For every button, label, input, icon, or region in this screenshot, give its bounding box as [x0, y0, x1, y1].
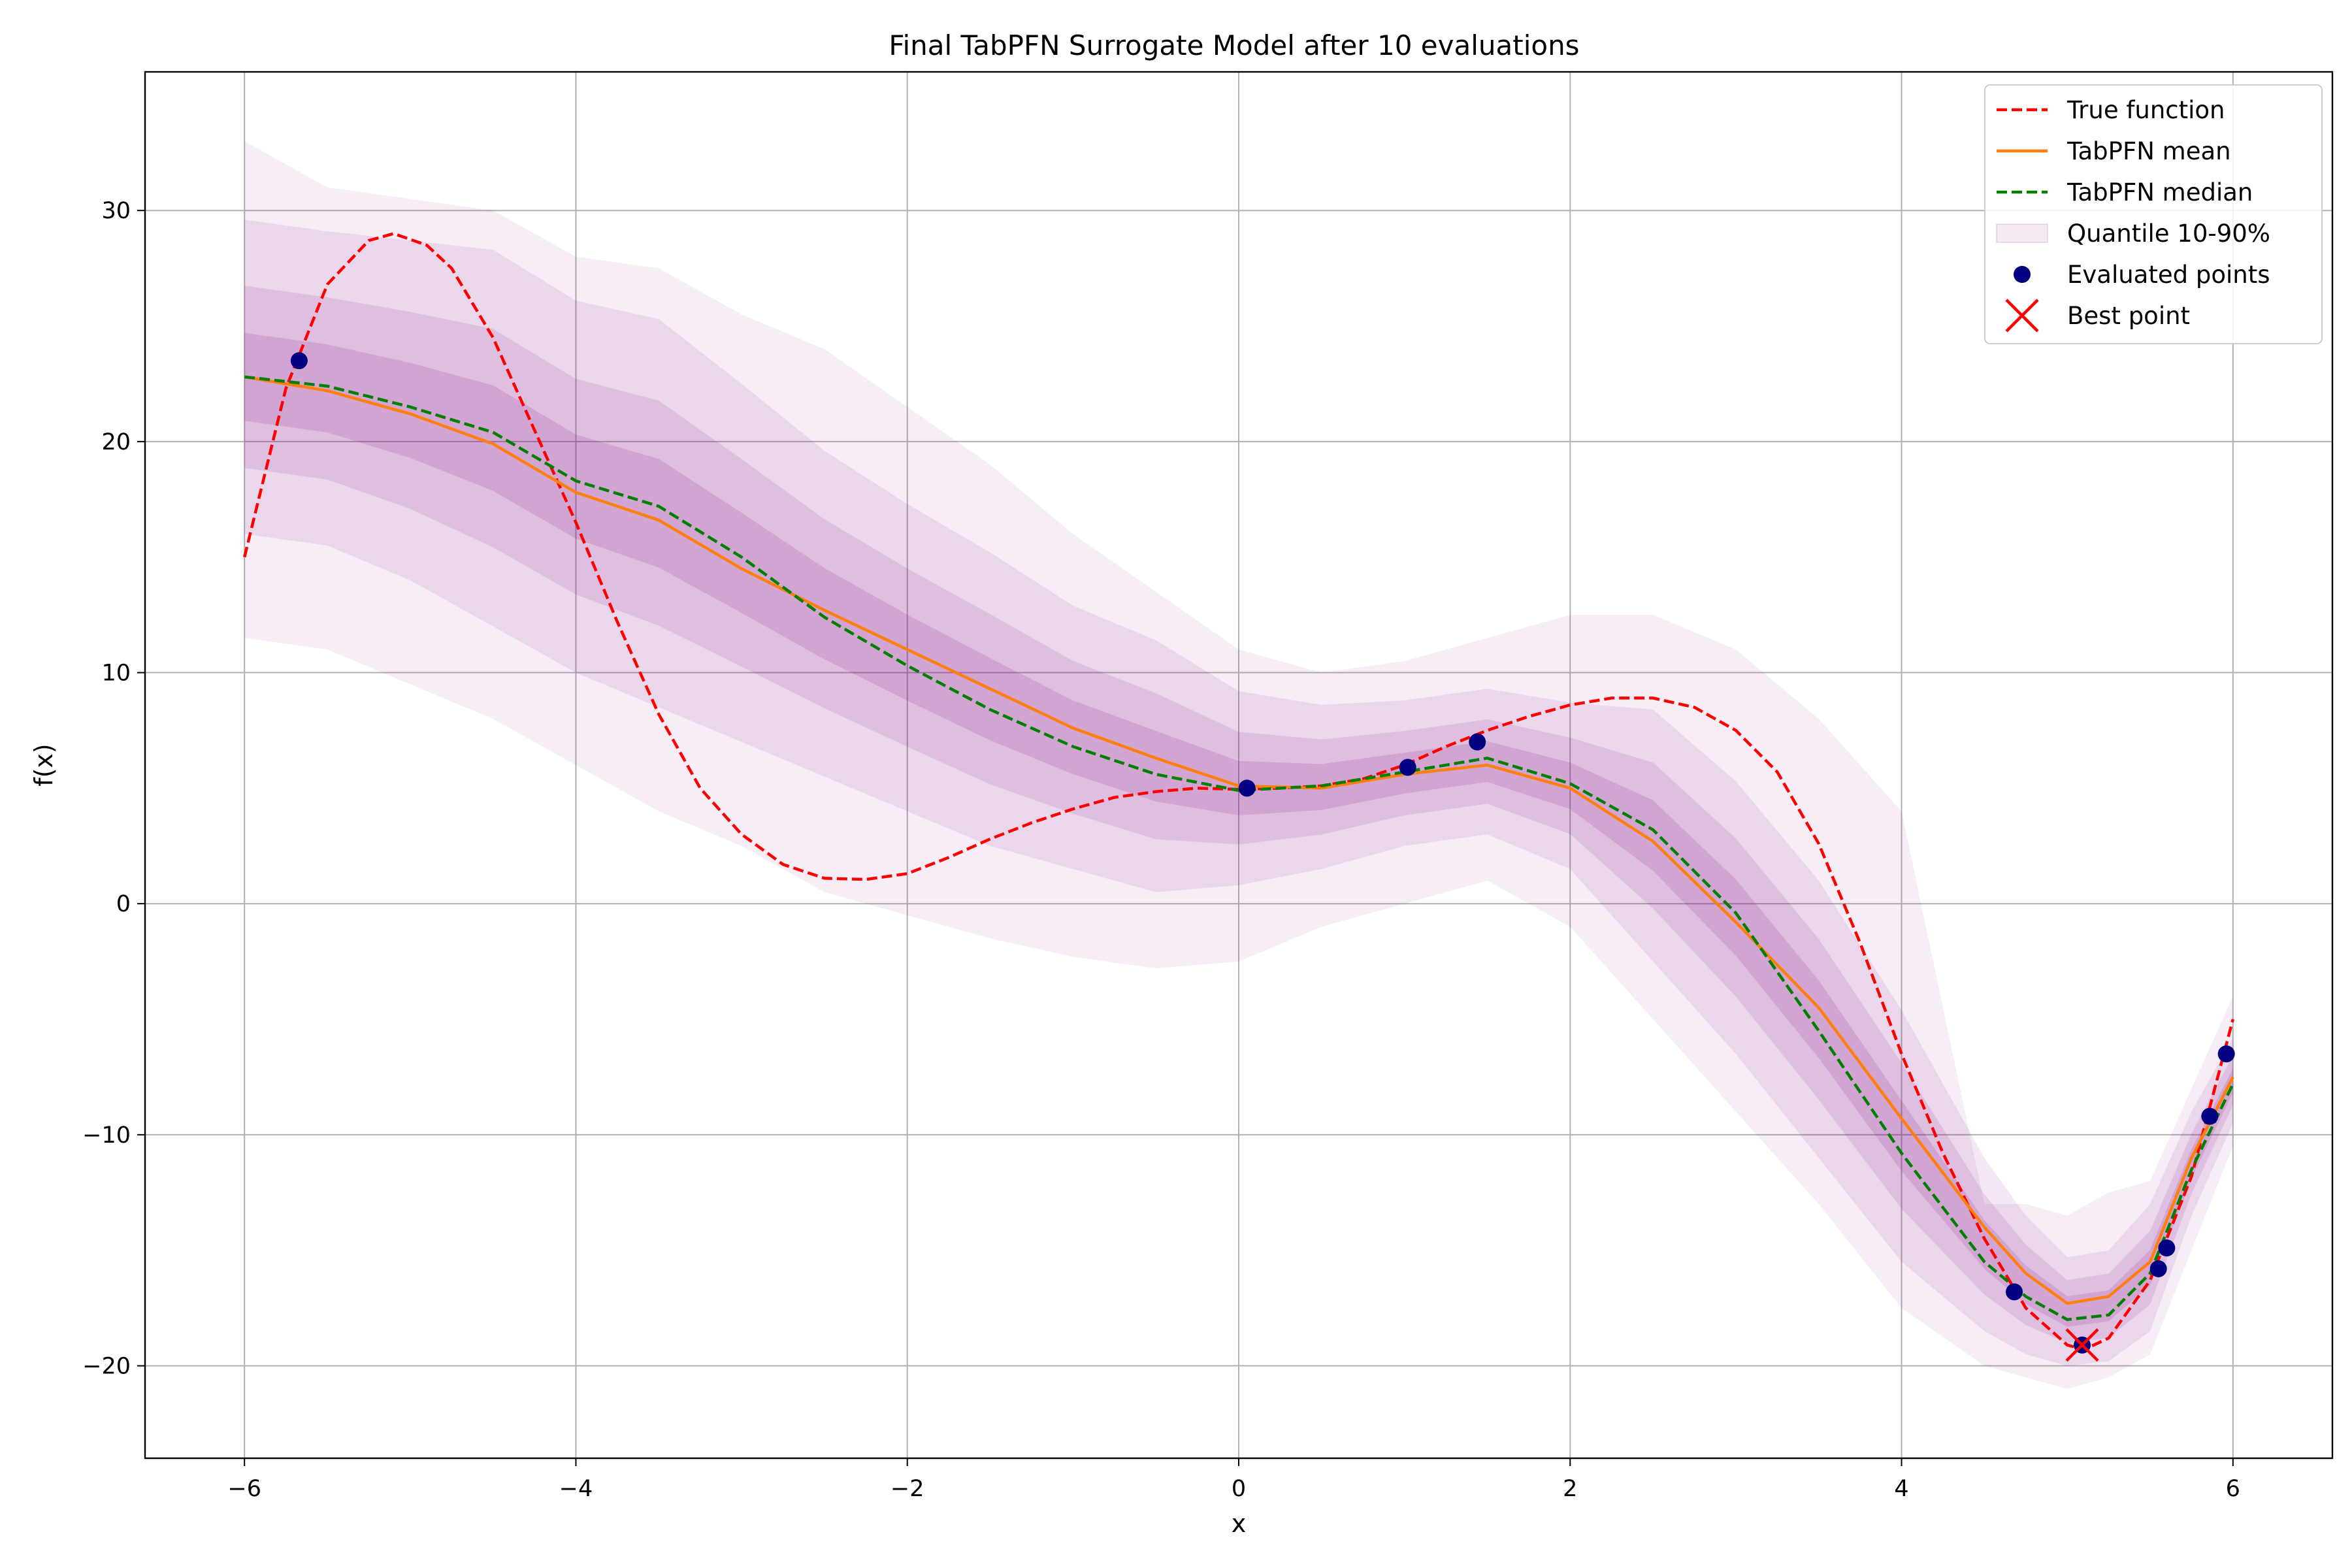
- quantile-band: [244, 141, 2233, 1389]
- legend: True function TabPFN mean TabPFN median Qua…: [1984, 84, 2323, 344]
- x-tick-label: −4: [559, 1476, 593, 1502]
- y-tick-label: 30: [101, 198, 131, 224]
- x-tick-label: 2: [1563, 1476, 1577, 1502]
- evaluated-point: [2149, 1260, 2167, 1277]
- tabpfn-median-line: [244, 375, 2234, 1322]
- true-function-line: [242, 232, 2234, 1352]
- quantile-band: [244, 220, 2233, 1366]
- tabpfn-mean-line: [244, 375, 2234, 1305]
- x-tick-label: 0: [1232, 1476, 1246, 1502]
- evaluated-point: [2217, 1045, 2235, 1063]
- x-axis-ticks: −6 −4 −2 0 2 4 6: [227, 1458, 2240, 1502]
- quantile-bands: [244, 141, 2233, 1389]
- best-point-x-stroke: [2065, 1328, 2099, 1362]
- legend-handle: [1996, 223, 2048, 243]
- legend-box: [1984, 84, 2323, 344]
- x-axis-label: x: [1232, 1509, 1247, 1538]
- evaluated-point: [1469, 733, 1486, 751]
- evaluated-point: [1238, 779, 1256, 797]
- evaluated-point: [1399, 759, 1416, 776]
- y-tick-label: 10: [101, 661, 131, 687]
- x-tick-label: 6: [2226, 1476, 2240, 1502]
- x-tick-label: 4: [1894, 1476, 1908, 1502]
- evaluated-point: [2006, 1283, 2023, 1301]
- y-axis-label: f(x): [29, 743, 58, 787]
- x-tick-label: −6: [227, 1476, 261, 1502]
- quantile-band: [244, 286, 2233, 1343]
- y-axis-ticks: −20 −10 0 10 20 30: [82, 198, 145, 1380]
- best-point-marker: [2065, 1328, 2099, 1362]
- legend-label: Quantile 10-90%: [2067, 220, 2270, 248]
- evaluated-point: [2201, 1107, 2219, 1125]
- y-tick-label: 0: [116, 891, 131, 917]
- series-lines: [242, 232, 2234, 1352]
- grid: [145, 72, 2332, 1458]
- y-tick-label: −10: [82, 1122, 131, 1149]
- quantile-band: [244, 333, 2233, 1327]
- legend-label: True function: [2066, 96, 2225, 124]
- y-tick-label: −20: [82, 1354, 131, 1380]
- legend-handle: [2005, 299, 2039, 333]
- evaluated-point: [290, 352, 308, 370]
- legend-label: Best point: [2067, 302, 2190, 330]
- legend-label: TabPFN mean: [2066, 137, 2231, 165]
- legend-label: Evaluated points: [2067, 261, 2270, 289]
- evaluated-point: [2158, 1239, 2176, 1257]
- y-tick-label: 20: [101, 429, 131, 455]
- x-tick-label: −2: [890, 1476, 924, 1502]
- chart-title: Final TabPFN Surrogate Model after 10 ev…: [889, 29, 1579, 61]
- legend-label: TabPFN median: [2066, 178, 2253, 206]
- legend-handle: [2014, 266, 2031, 283]
